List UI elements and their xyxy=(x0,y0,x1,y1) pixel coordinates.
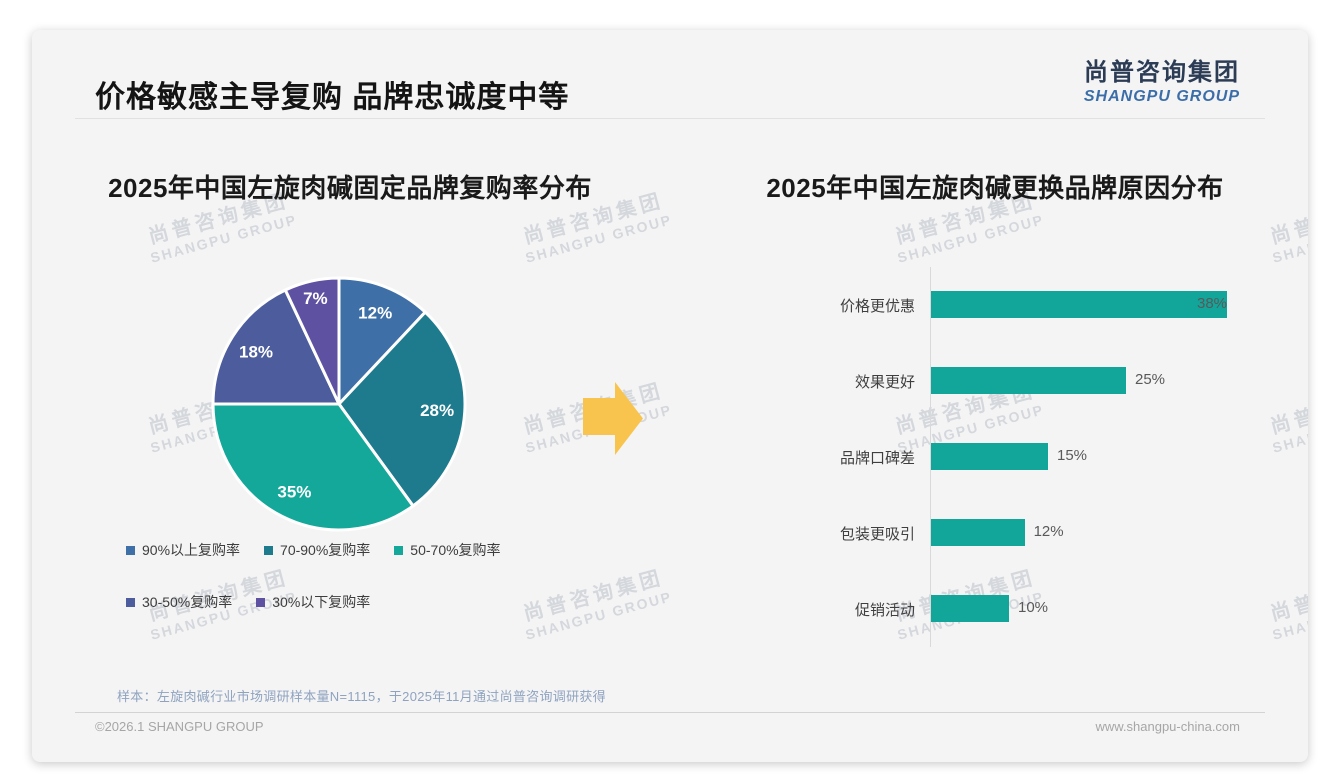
bar-chart-title: 2025年中国左旋肉碱更换品牌原因分布 xyxy=(766,173,1224,203)
bar-row: 效果更好 25% xyxy=(696,343,1256,419)
arrow-right-icon xyxy=(583,382,643,455)
slide-card: 尚普咨询集团 SHANGPU GROUP 尚普咨询集团 SHANGPU GROUP 尚普… xyxy=(32,30,1308,762)
slide-content: 价格敏感主导复购 品牌忠诚度中等 尚普咨询集团 SHANGPU GROUP 20… xyxy=(32,30,1308,762)
legend-marker-icon xyxy=(126,597,135,607)
legend-marker-icon xyxy=(256,597,266,607)
pie-data-label: 35% xyxy=(277,483,311,502)
bar-fill xyxy=(931,519,1025,546)
footer-divider xyxy=(75,712,1265,713)
footer-website: www.shangpu-china.com xyxy=(1095,719,1240,734)
bar-track: 10% xyxy=(930,571,1242,647)
bar-row: 包装更吸引 12% xyxy=(696,495,1256,571)
pie-chart-title: 2025年中国左旋肉碱固定品牌复购率分布 xyxy=(108,173,592,203)
bar-track: 25% xyxy=(930,343,1242,419)
bar-category-label: 效果更好 xyxy=(854,373,915,391)
pie-slice xyxy=(283,276,341,406)
bar-value-label: 25% xyxy=(1135,371,1166,388)
bar-fill xyxy=(931,595,1009,622)
bar-value-label: 12% xyxy=(1033,523,1064,540)
legend-item: 30%以下复购率 xyxy=(256,592,370,612)
legend-item: 90%以上复购率 xyxy=(126,540,240,560)
legend-label: 90%以上复购率 xyxy=(142,542,241,558)
bar-chart: 价格更优惠 38% 效果更好 25% 品牌口碑差 15% 包装更吸引 12% 促销活动 10% xyxy=(696,267,1256,647)
pie-slice xyxy=(337,310,467,508)
legend-marker-icon xyxy=(264,545,274,555)
legend-item: 30-50%复购率 xyxy=(126,592,232,612)
bar-fill xyxy=(931,291,1228,318)
bar-category-label: 价格更优惠 xyxy=(839,297,915,315)
logo-english-name: SHANGPU GROUP xyxy=(1083,88,1240,105)
bar-value-label: 15% xyxy=(1057,447,1088,464)
legend-item: 70-90%复购率 xyxy=(264,540,370,560)
legend-marker-icon xyxy=(394,545,404,555)
company-logo: 尚普咨询集团 SHANGPU GROUP xyxy=(1084,52,1240,106)
bar-category-label: 促销活动 xyxy=(854,601,915,619)
page-title: 价格敏感主导复购 品牌忠诚度中等 xyxy=(95,81,570,114)
bar-value-label: 38% xyxy=(1197,295,1228,312)
legend-label: 50-70%复购率 xyxy=(410,542,501,558)
bar-row: 价格更优惠 38% xyxy=(696,267,1256,343)
header-divider xyxy=(75,118,1265,119)
bar-track: 15% xyxy=(930,419,1242,495)
legend-item: 50-70%复购率 xyxy=(394,540,501,560)
bar-fill xyxy=(931,443,1048,470)
bar-category-label: 品牌口碑差 xyxy=(839,449,915,467)
sample-note: 样本：左旋肉碱行业市场调研样本量N=1115，于2025年11月通过尚普咨询调研… xyxy=(117,689,606,704)
pie-slice xyxy=(337,276,427,406)
pie-data-label: 12% xyxy=(358,304,392,323)
footer-copyright: ©2026.1 SHANGPU GROUP xyxy=(95,719,264,734)
legend-marker-icon xyxy=(126,545,135,555)
arrow-right-svg xyxy=(583,382,643,455)
legend-label: 30%以下复购率 xyxy=(272,594,371,610)
pie-slice xyxy=(211,288,341,406)
pie-data-label: 7% xyxy=(303,289,328,308)
pie-slice xyxy=(211,402,415,532)
logo-chinese-name: 尚普咨询集团 xyxy=(1084,59,1240,86)
bar-fill xyxy=(931,367,1126,394)
pie-legend: 90%以上复购率 70-90%复购率 50-70%复购率 30-50%复购率 30%以下… xyxy=(126,540,596,612)
pie-data-label: 18% xyxy=(239,342,273,361)
pie-chart-svg: 12% 28% 35% 18% 7% xyxy=(211,276,467,532)
bar-track: 38% xyxy=(930,267,1242,343)
legend-label: 70-90%复购率 xyxy=(280,542,371,558)
bar-value-label: 10% xyxy=(1018,599,1049,616)
legend-label: 30-50%复购率 xyxy=(142,594,233,610)
pie-data-label: 28% xyxy=(420,401,454,420)
bar-category-label: 包装更吸引 xyxy=(839,525,915,543)
pie-chart: 12% 28% 35% 18% 7% xyxy=(199,264,479,544)
bar-row: 品牌口碑差 15% xyxy=(696,419,1256,495)
bar-row: 促销活动 10% xyxy=(696,571,1256,647)
bar-track: 12% xyxy=(930,495,1242,571)
